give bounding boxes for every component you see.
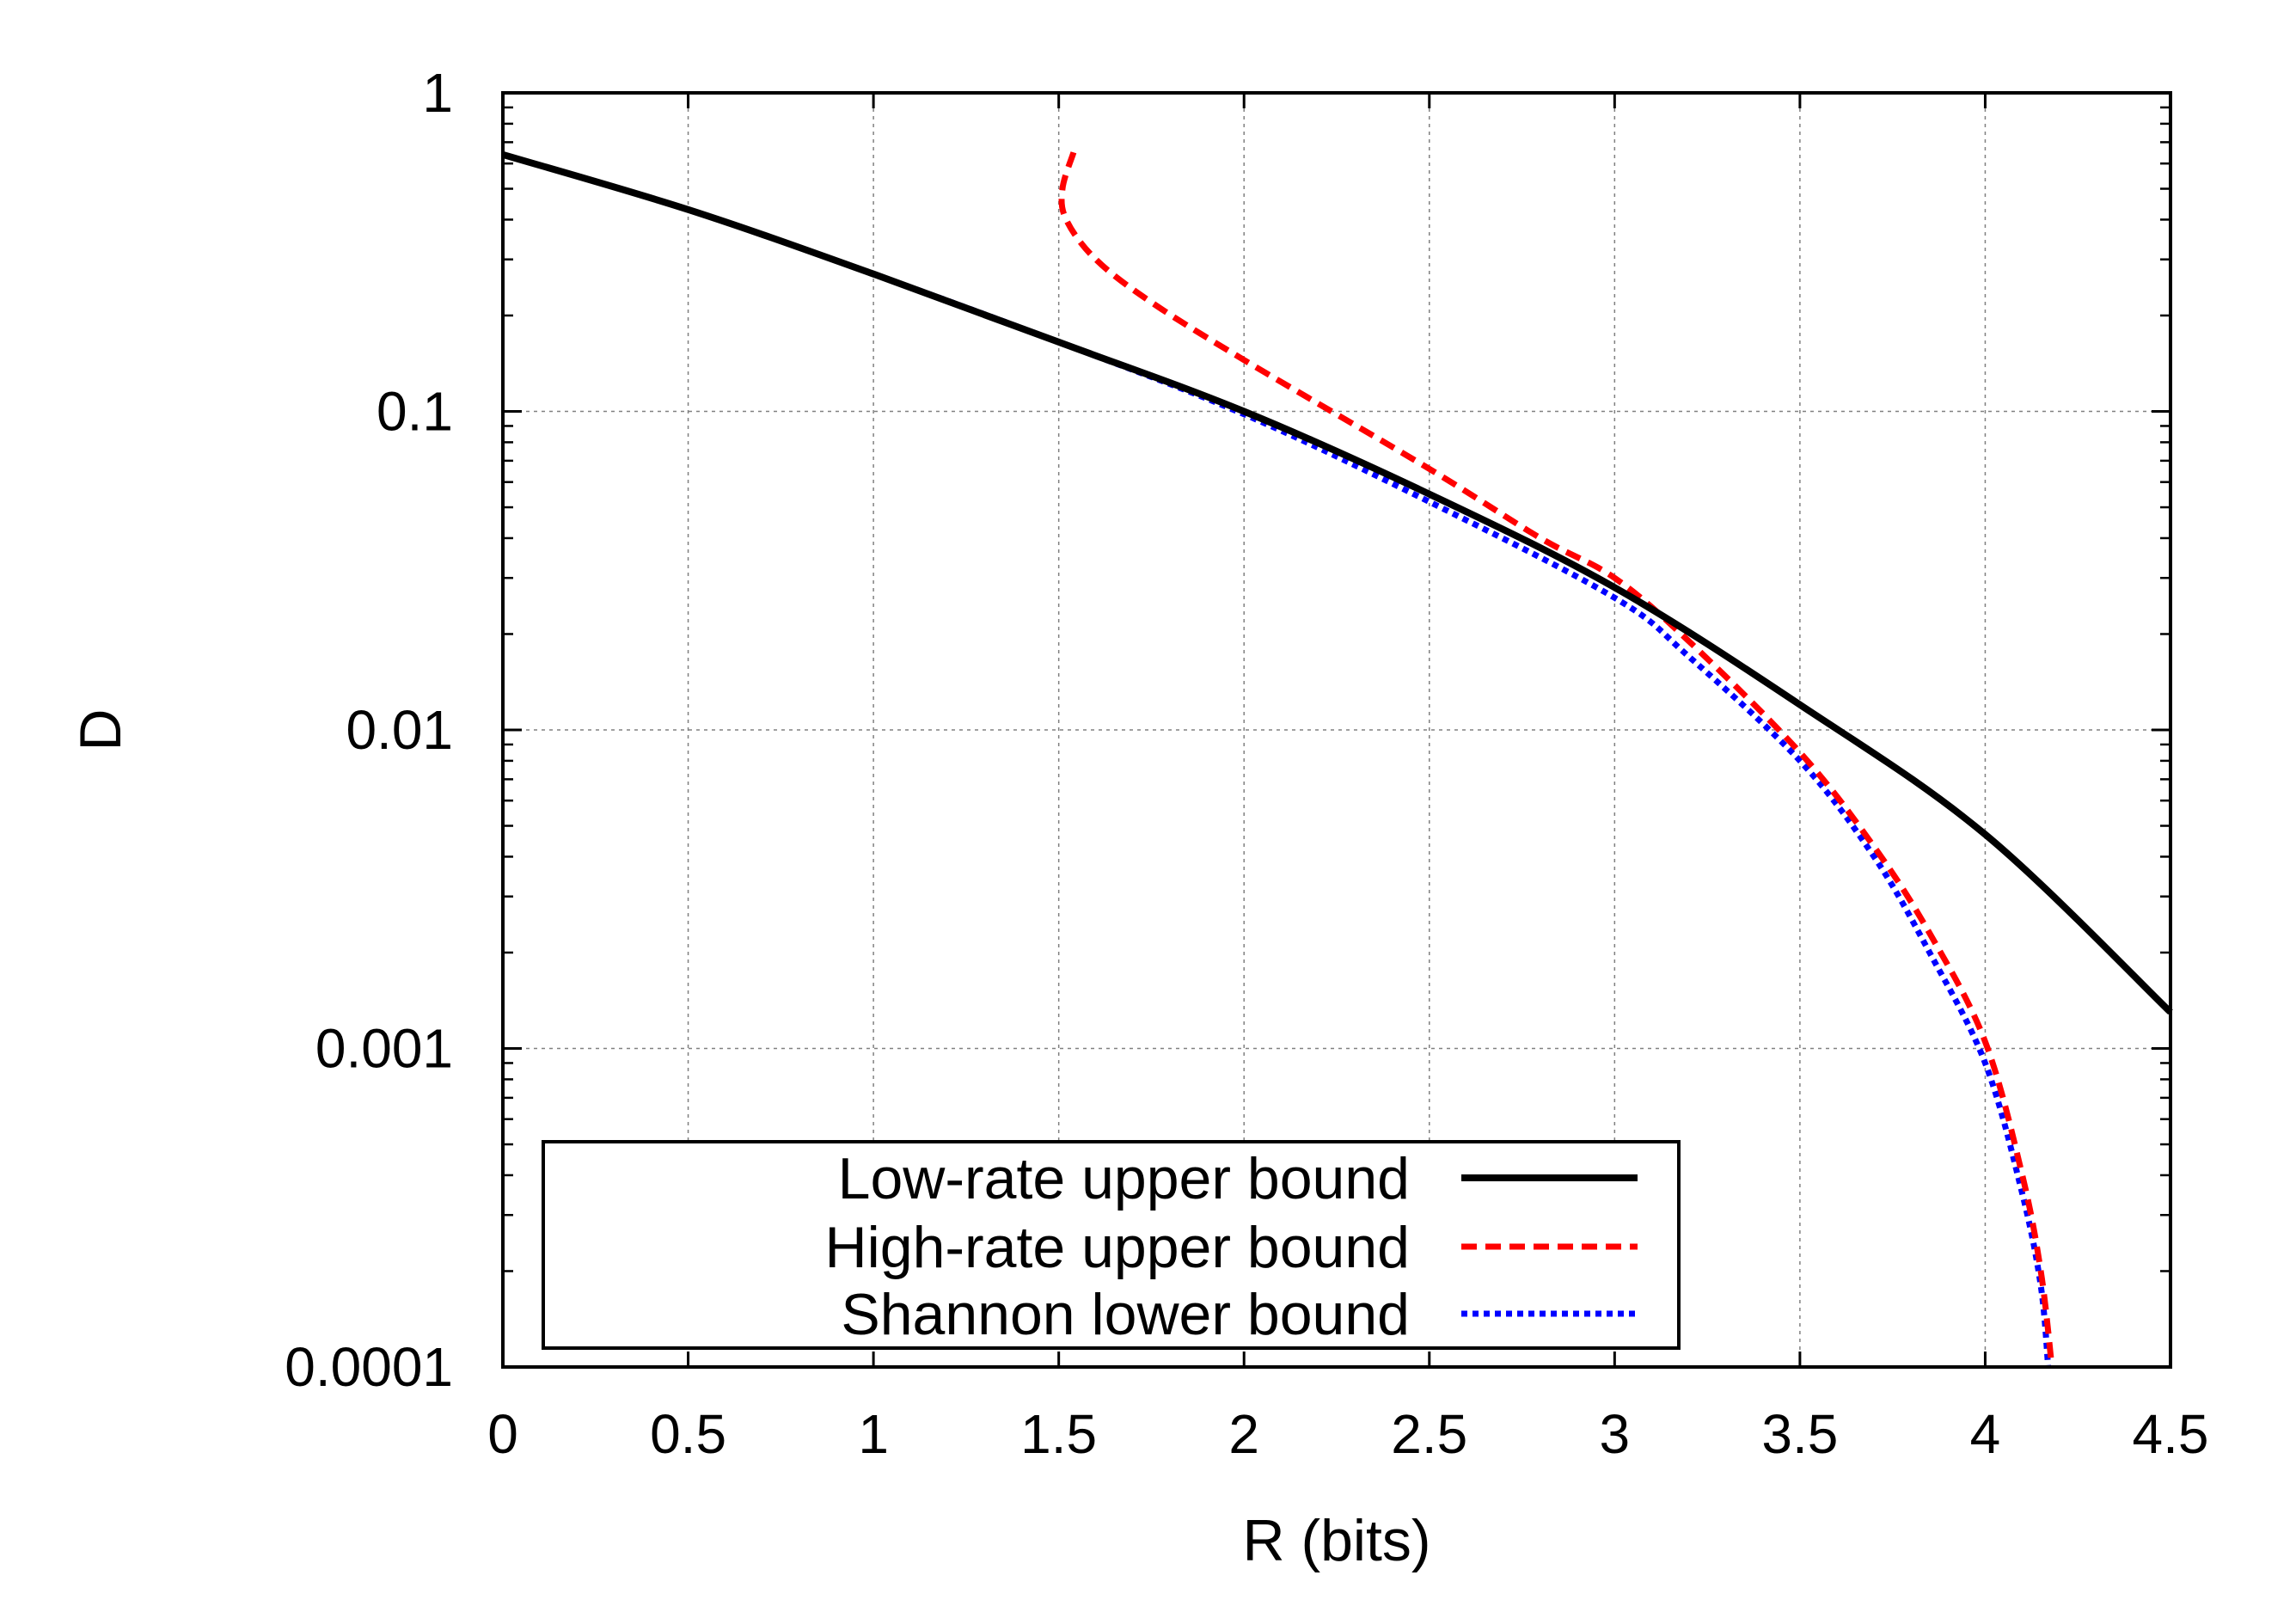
legend-label-high-rate: High-rate upper bound xyxy=(825,1215,1410,1280)
grid xyxy=(503,93,2170,1367)
series-lines xyxy=(501,150,2173,1368)
tick-labels: 0 0.5 1 1.5 2 2.5 3 3.5 4 4.5 0.0001 0.001 0.01 0.1 1 xyxy=(285,62,2208,1465)
x-tick-label: 3 xyxy=(1600,1403,1631,1465)
y-axis-title: D xyxy=(68,708,133,751)
y-tick-label: 0.0001 xyxy=(285,1336,453,1398)
x-tick-label: 4 xyxy=(1970,1403,2001,1465)
x-tick-label: 1.5 xyxy=(1020,1403,1097,1465)
legend: Low-rate upper bound High-rate upper bou… xyxy=(542,1140,1681,1350)
x-tick-label: 0 xyxy=(487,1403,518,1465)
x-tick-label: 0.5 xyxy=(650,1403,726,1465)
y-tick-label: 0.1 xyxy=(377,381,453,443)
x-tick-label: 2.5 xyxy=(1391,1403,1467,1465)
legend-label-low-rate: Low-rate upper bound xyxy=(838,1146,1410,1211)
legend-label-shannon: Shannon lower bound xyxy=(841,1282,1410,1347)
series-line-high-rate-upper-bound xyxy=(1058,151,2055,1368)
y-tick-label: 0.01 xyxy=(346,699,453,761)
x-tick-label: 3.5 xyxy=(1761,1403,1838,1465)
x-tick-label: 4.5 xyxy=(2133,1403,2209,1465)
plot-frame xyxy=(501,91,2172,1369)
x-tick-label: 2 xyxy=(1228,1403,1259,1465)
y-tick-label: 1 xyxy=(422,62,453,124)
x-axis-title: R (bits) xyxy=(1242,1508,1430,1573)
y-tick-label: 0.001 xyxy=(315,1018,453,1080)
x-tick-label: 1 xyxy=(858,1403,889,1465)
series-line-low-rate-upper-bound xyxy=(501,150,2173,1015)
